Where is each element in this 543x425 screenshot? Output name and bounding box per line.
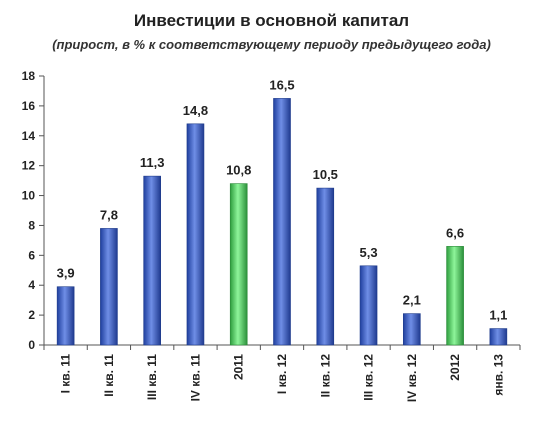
data-label: 14,8 [183,103,208,118]
y-tick-label: 2 [28,308,35,322]
y-tick-label: 0 [28,338,35,352]
data-label: 2,1 [403,293,421,308]
data-label: 1,1 [489,308,507,323]
data-label: 10,5 [313,167,338,182]
data-label: 5,3 [360,245,378,260]
x-category-label: II кв. 12 [318,354,332,398]
y-tick-label: 18 [22,69,36,83]
x-category-label: I кв. 12 [275,354,289,394]
axes: 0 2 4 6 8 10 12 14 16 18 [22,69,521,352]
y-tick-label: 16 [22,99,36,113]
x-category-label: III кв. 12 [362,354,376,401]
data-label: 7,8 [100,207,118,222]
bar-year [446,246,464,346]
y-tick-label: 10 [22,189,36,203]
bar-quarter [403,313,421,346]
data-label: 6,6 [446,225,464,240]
bar-quarter [273,98,291,346]
x-category-label: III кв. 11 [145,354,159,400]
chart-title: Инвестиции в основной капитал [133,11,410,30]
y-tick-label: 4 [28,278,35,292]
data-label: 11,3 [140,155,165,170]
bar-quarter [100,228,118,346]
y-tick-label: 6 [28,248,35,262]
bar-year [229,183,248,346]
x-category-label: II кв. 11 [102,354,116,397]
bar-quarter [316,187,335,346]
bars [56,98,508,346]
x-category-label: IV кв. 11 [188,354,202,402]
bar-quarter [186,123,205,346]
data-label: 10,8 [226,163,251,178]
x-category-label: I кв. 11 [59,354,73,394]
labels: 3,9 I кв. 11 7,8 II кв. 11 11,3 III кв. 11 14,… [57,77,508,402]
data-label: 16,5 [269,77,294,92]
x-category-label: 2012 [448,354,462,381]
bar-quarter [359,265,378,346]
x-category-label: IV кв. 12 [405,354,419,402]
y-tick-label: 14 [22,129,36,143]
y-tick-label: 8 [28,218,35,232]
bar-quarter [143,175,161,346]
chart-subtitle: (прирост, в % к соответствующему периоду… [52,37,491,52]
x-category-label: янв. 13 [491,354,505,396]
y-tick-label: 12 [22,159,36,173]
data-label: 3,9 [57,266,75,281]
bar-quarter [489,328,508,346]
bar-quarter [56,286,75,346]
x-category-label: 2011 [232,354,246,380]
